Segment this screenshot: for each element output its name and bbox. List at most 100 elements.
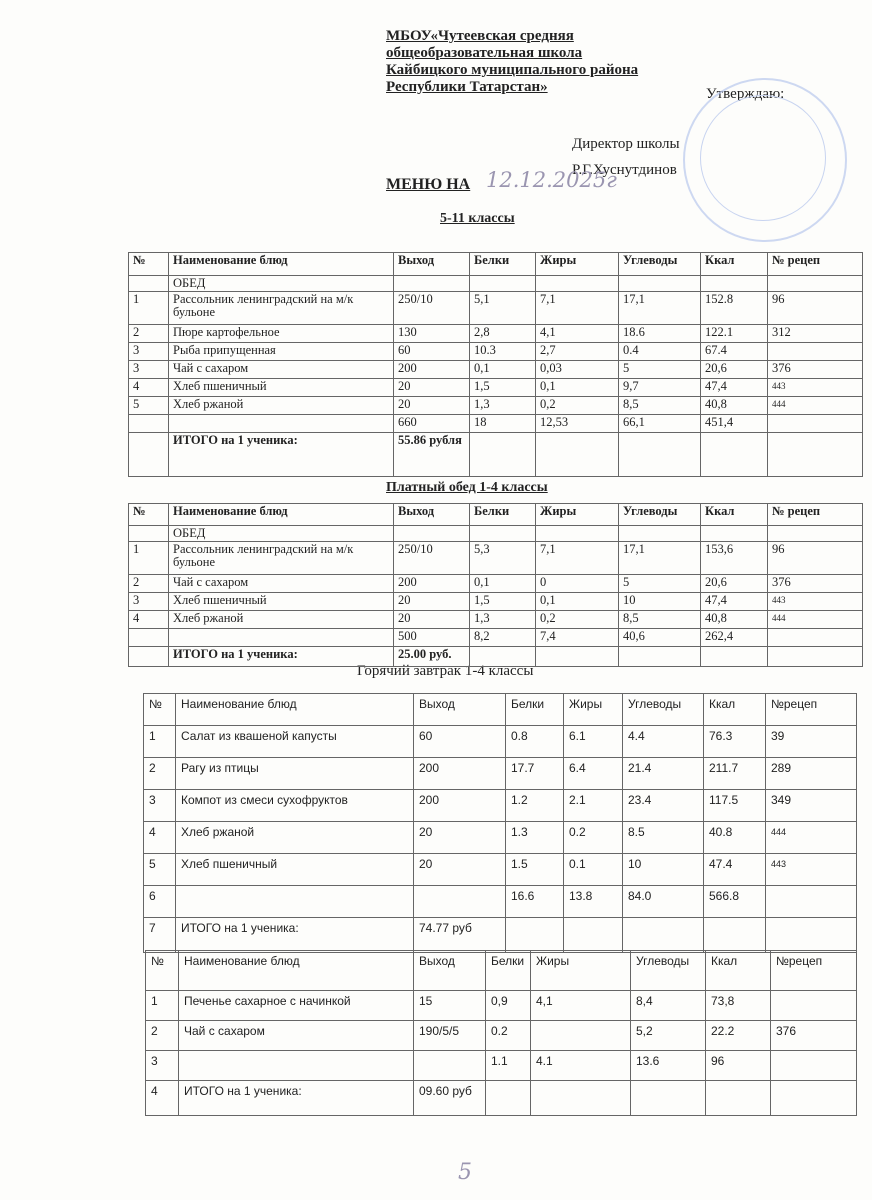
table-cell: 18: [469, 414, 536, 433]
menu-table-paid-lunch: № Наименование блюд Выход Белки Жиры Углеводы…: [128, 503, 863, 667]
table-cell: 8,5: [618, 610, 701, 629]
column-header: Выход: [393, 503, 470, 526]
table-cell: 0.4: [618, 342, 701, 361]
table-cell: 250/10: [393, 541, 470, 575]
director-name: Р.Г.Хуснутдинов: [572, 162, 677, 178]
table-cell: [530, 1080, 631, 1116]
column-header: №: [145, 950, 179, 991]
table-cell: 8,2: [469, 628, 536, 647]
table-cell: 444: [765, 821, 857, 854]
table-header-row: № Наименование блюд Выход Белки Жиры Углеводы…: [128, 252, 863, 276]
table-cell: 1,3: [469, 396, 536, 415]
table-cell: 0,9: [485, 990, 531, 1021]
table-cell: [618, 275, 701, 292]
table-cell: 2: [143, 757, 176, 790]
table-row: ОБЕД: [128, 525, 863, 542]
table-cell: 6: [143, 885, 176, 918]
table-cell: 09.60 руб: [413, 1080, 486, 1116]
column-header: Углеводы: [622, 693, 704, 726]
table-cell: 3: [128, 360, 169, 379]
table-cell: Хлеб ржаной: [175, 821, 414, 854]
column-header: №: [128, 252, 169, 276]
table-cell: 4: [143, 821, 176, 854]
column-header: №рецеп: [770, 950, 857, 991]
table-cell: 0,2: [535, 610, 619, 629]
table-cell: 1.2: [505, 789, 564, 822]
table-header-row: № Наименование блюд Выход Белки Жиры Углеводы…: [128, 503, 863, 526]
table-cell: 443: [765, 853, 857, 886]
table-cell: 2: [128, 324, 169, 343]
table-cell: [535, 646, 619, 667]
school-name-line-4: Республики Татарстан»: [386, 79, 548, 95]
table-cell: 1: [128, 291, 169, 325]
table-cell: [128, 628, 169, 647]
table-cell: [700, 275, 768, 292]
table-cell: ИТОГО на 1 ученика:: [168, 432, 394, 477]
column-header: Жиры: [535, 503, 619, 526]
table-cell: 451,4: [700, 414, 768, 433]
table-cell: 444: [767, 396, 863, 415]
table-cell: 7,1: [535, 291, 619, 325]
table-cell: 0,1: [535, 378, 619, 397]
table-row: 1 Печенье сахарное с начинкой 15 0,9 4,1 8,4 7…: [145, 990, 857, 1021]
table-cell: 13.8: [563, 885, 623, 918]
table-row: 3 Компот из смеси сухофруктов 200 1.2 2.1 23.…: [143, 789, 857, 822]
table-cell: [485, 1080, 531, 1116]
table-cell: Рагу из птицы: [175, 757, 414, 790]
table-cell: 74.77 руб: [413, 917, 506, 953]
table-cell: [530, 1020, 631, 1051]
stamp-seal: [683, 78, 847, 242]
table-row: ИТОГО на 1 ученика: 55.86 рубля: [128, 432, 863, 477]
table-cell: 5: [618, 360, 701, 379]
table-cell: [767, 646, 863, 667]
table-cell: 5,3: [469, 541, 536, 575]
menu-table-5-11: № Наименование блюд Выход Белки Жиры Углеводы…: [128, 252, 863, 477]
table-cell: 5: [128, 396, 169, 415]
table-cell: 0,2: [535, 396, 619, 415]
table-cell: 22.2: [705, 1020, 771, 1051]
table-cell: 0.2: [485, 1020, 531, 1051]
table-cell: [128, 275, 169, 292]
table-cell: 47,4: [700, 378, 768, 397]
table-cell: 1: [145, 990, 179, 1021]
table-cell: [767, 525, 863, 542]
column-header: Белки: [505, 693, 564, 726]
table-cell: [535, 432, 619, 477]
table-row: ИТОГО на 1 ученика: 25.00 руб.: [128, 646, 863, 667]
table-cell: 444: [767, 610, 863, 629]
table-cell: 20: [393, 378, 470, 397]
column-header: Углеводы: [618, 503, 701, 526]
table-cell: [700, 432, 768, 477]
section-title-paid-lunch: Платный обед 1-4 классы: [386, 480, 548, 495]
table-cell: 443: [767, 378, 863, 397]
table-cell: 47.4: [703, 853, 766, 886]
school-name-line-1: МБОУ«Чутеевская средняя: [386, 28, 574, 44]
table-cell: ОБЕД: [168, 275, 394, 292]
table-row: 3 Чай с сахаром 200 0,1 0,03 5 20,6 376: [128, 360, 863, 379]
table-cell: 20: [393, 396, 470, 415]
table-cell: Чай с сахаром: [168, 574, 394, 593]
table-cell: 66,1: [618, 414, 701, 433]
table-cell: 2: [145, 1020, 179, 1051]
table-cell: 3: [128, 342, 169, 361]
table-row: 7 ИТОГО на 1 ученика: 74.77 руб: [143, 917, 857, 953]
table-cell: 20: [413, 853, 506, 886]
table-cell: 660: [393, 414, 470, 433]
table-cell: 60: [393, 342, 470, 361]
menu-date-handwritten: 12.12.2025г: [486, 168, 617, 192]
table-cell: 4: [128, 378, 169, 397]
column-header: Ккал: [705, 950, 771, 991]
table-cell: 6.4: [563, 757, 623, 790]
section-title-5-11: 5-11 классы: [440, 211, 515, 226]
column-header: Жиры: [535, 252, 619, 276]
column-header: Белки: [485, 950, 531, 991]
table-cell: 200: [393, 360, 470, 379]
stamp-inner-ring: [700, 95, 826, 221]
table-cell: 39: [765, 725, 857, 758]
table-cell: [767, 432, 863, 477]
table-cell: 1,3: [469, 610, 536, 629]
menu-label: МЕНЮ НА: [386, 176, 471, 193]
table-cell: 84.0: [622, 885, 704, 918]
table-row: 4 Хлеб пшеничный 20 1,5 0,1 9,7 47,4 443: [128, 378, 863, 397]
